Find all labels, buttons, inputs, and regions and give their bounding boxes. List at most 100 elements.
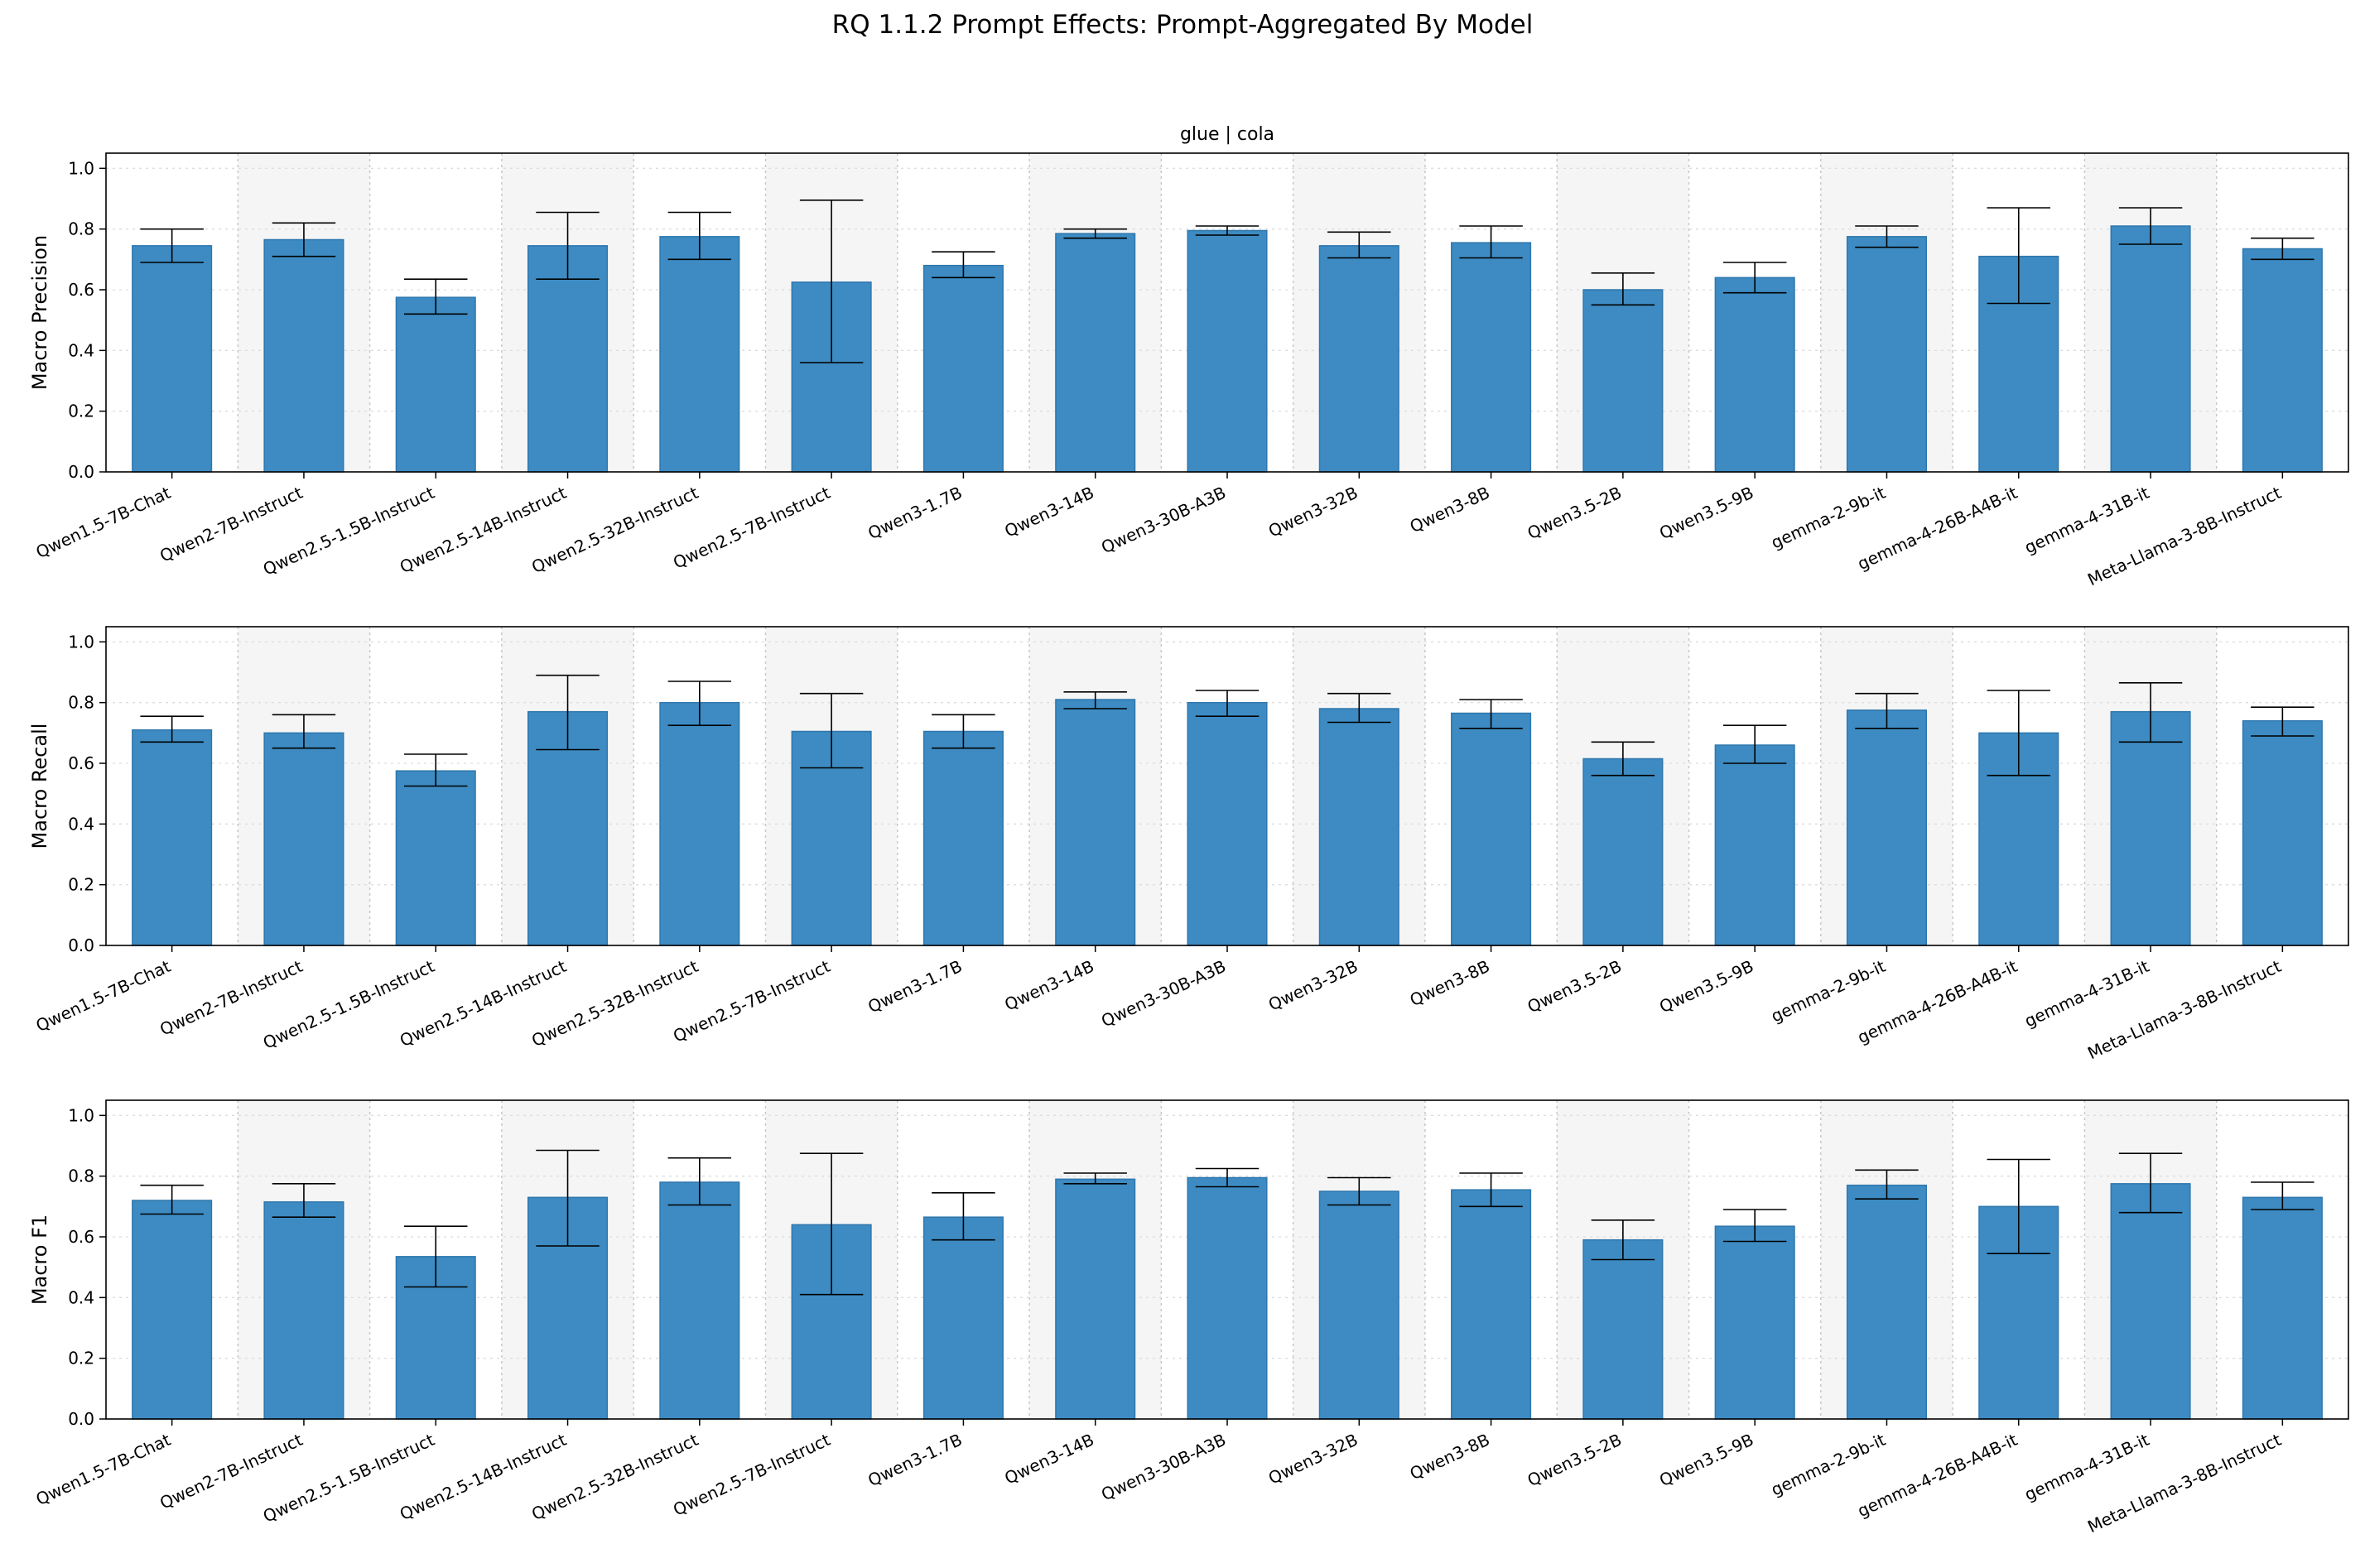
x-tick-label: Qwen3-30B-A3B (1098, 483, 1229, 558)
bar (1714, 744, 1795, 946)
y-tick-label: 0.8 (68, 219, 94, 239)
axes-frame (105, 152, 2349, 473)
bar (1055, 1178, 1136, 1420)
bar (1451, 242, 1532, 473)
bar (1451, 1189, 1532, 1420)
bar (659, 701, 740, 946)
bar (659, 236, 740, 473)
bar (1714, 1225, 1795, 1420)
y-axis-label: Macro Precision (28, 235, 51, 390)
bar (659, 1181, 740, 1420)
x-tick-label: Qwen1.5-7B-Chat (33, 956, 174, 1036)
bar (922, 1216, 1004, 1420)
bar (1318, 245, 1399, 473)
bar (2110, 225, 2191, 473)
bar (132, 245, 213, 473)
y-tick-label: 0.4 (68, 1287, 94, 1307)
x-tick-label: Qwen3-8B (1407, 483, 1493, 536)
y-tick-label: 0.8 (68, 1166, 94, 1186)
x-tick-label: Qwen3-32B (1265, 1430, 1361, 1489)
x-tick-label: Qwen3-14B (1001, 483, 1096, 541)
y-tick-label: 0.2 (68, 875, 94, 895)
y-tick-label: 0.0 (68, 1409, 94, 1429)
bar (2242, 719, 2323, 946)
bar (1451, 712, 1532, 946)
x-tick-label: Qwen3.5-2B (1524, 483, 1625, 544)
x-tick-label: Qwen3.5-2B (1524, 956, 1625, 1017)
bar (1187, 1176, 1268, 1420)
x-tick-label: gemma-4-31B-it (2021, 483, 2152, 558)
bar (1846, 236, 1928, 473)
x-tick-label: Qwen3-8B (1407, 956, 1493, 1010)
y-tick-label: 0.0 (68, 462, 94, 482)
x-tick-label: Qwen3.5-2B (1524, 1430, 1625, 1491)
bar (2242, 248, 2323, 473)
bar (1187, 229, 1268, 473)
x-tick-label: Qwen3-32B (1265, 956, 1361, 1015)
y-tick-label: 0.4 (68, 814, 94, 834)
figure-title: RQ 1.1.2 Prompt Effects: Prompt-Aggregat… (831, 10, 1534, 40)
y-tick-label: 0.8 (68, 693, 94, 713)
bar (1714, 277, 1795, 473)
bar (132, 1200, 213, 1420)
x-tick-label: Qwen3-30B-A3B (1098, 956, 1229, 1032)
x-tick-label: gemma-4-31B-it (2021, 956, 2152, 1032)
bar (395, 770, 476, 946)
bar (1318, 1190, 1399, 1420)
x-tick-label: Qwen3-1.7B (865, 1430, 965, 1491)
bar (263, 1201, 344, 1420)
x-tick-label: Qwen3.5-9B (1656, 1430, 1756, 1491)
x-tick-label: gemma-2-9b-it (1768, 1430, 1889, 1500)
f1-panel: 0.00.20.40.60.81.0Qwen1.5-7B-ChatQwen2-7… (28, 1099, 2349, 1537)
bar (1846, 1184, 1928, 1420)
bar (1582, 289, 1664, 473)
x-tick-label: Qwen3-14B (1001, 1430, 1096, 1489)
y-tick-label: 0.4 (68, 340, 94, 360)
bar (263, 238, 344, 473)
y-tick-label: 0.6 (68, 1227, 94, 1247)
x-tick-label: Qwen3.5-9B (1656, 483, 1756, 544)
bar (263, 732, 344, 946)
y-tick-label: 1.0 (68, 632, 94, 652)
y-tick-label: 1.0 (68, 1105, 94, 1125)
bar (1318, 708, 1399, 946)
bar (1582, 1239, 1664, 1420)
y-tick-label: 0.6 (68, 753, 94, 773)
bar (2110, 1183, 2191, 1420)
bar (2242, 1196, 2323, 1420)
bar (2110, 710, 2191, 946)
axes-frame (105, 626, 2349, 946)
x-tick-label: Qwen3.5-9B (1656, 956, 1756, 1017)
x-tick-label: Qwen3-32B (1265, 483, 1361, 541)
bar (1055, 699, 1136, 946)
x-tick-label: Qwen1.5-7B-Chat (33, 483, 174, 562)
y-tick-label: 1.0 (68, 158, 94, 178)
x-tick-label: gemma-2-9b-it (1768, 956, 1889, 1027)
panel-title: glue | cola (1180, 124, 1274, 145)
bar (1187, 701, 1268, 946)
recall-panel: 0.00.20.40.60.81.0Qwen1.5-7B-ChatQwen2-7… (28, 626, 2349, 1063)
y-axis-label: Macro Recall (28, 724, 51, 849)
precision-panel: 0.00.20.40.60.81.0Qwen1.5-7B-ChatQwen2-7… (28, 124, 2349, 589)
bar (132, 729, 213, 946)
bar (1582, 758, 1664, 946)
x-tick-label: Qwen3-1.7B (865, 483, 965, 544)
bar (1055, 233, 1136, 473)
x-tick-label: gemma-4-31B-it (2021, 1430, 2152, 1505)
y-axis-label: Macro F1 (28, 1214, 51, 1305)
x-tick-label: Qwen3-14B (1001, 956, 1096, 1015)
bar (527, 710, 609, 946)
y-tick-label: 0.2 (68, 1349, 94, 1368)
bar (527, 245, 609, 473)
y-tick-label: 0.2 (68, 402, 94, 421)
bar (922, 264, 1004, 473)
x-tick-label: Qwen3-1.7B (865, 956, 965, 1017)
axes-frame (105, 1099, 2349, 1420)
x-tick-label: gemma-2-9b-it (1768, 483, 1889, 553)
y-tick-label: 0.6 (68, 280, 94, 300)
bar (395, 296, 476, 473)
y-tick-label: 0.0 (68, 936, 94, 955)
bar (1846, 709, 1928, 946)
x-tick-label: Qwen3-30B-A3B (1098, 1430, 1229, 1505)
